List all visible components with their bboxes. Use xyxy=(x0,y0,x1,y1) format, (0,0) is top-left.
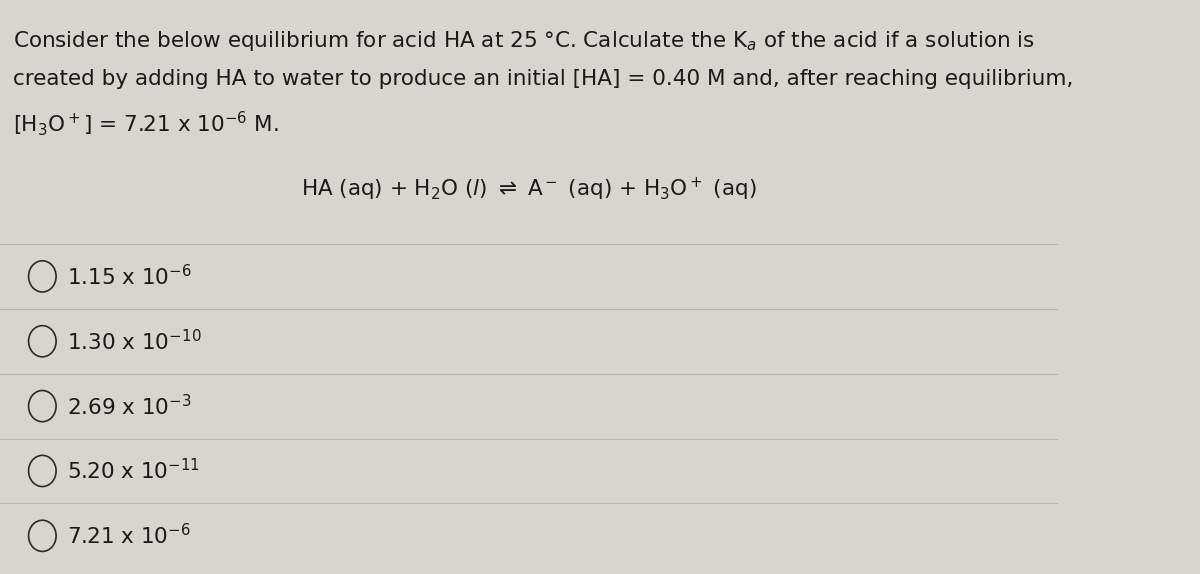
Text: 1.15 x 10$^{-6}$: 1.15 x 10$^{-6}$ xyxy=(67,264,192,289)
Text: [H$_3$O$^+$] = 7.21 x 10$^{-6}$ M.: [H$_3$O$^+$] = 7.21 x 10$^{-6}$ M. xyxy=(13,109,278,138)
Text: HA (aq) + H$_2$O ($l$) $\rightleftharpoons$ A$^-$ (aq) + H$_3$O$^+$ (aq): HA (aq) + H$_2$O ($l$) $\rightleftharpoo… xyxy=(301,176,757,203)
Text: created by adding HA to water to produce an initial [HA] = 0.40 M and, after rea: created by adding HA to water to produce… xyxy=(13,69,1073,89)
Text: Consider the below equilibrium for acid HA at 25 °C. Calculate the K$_a$ of the : Consider the below equilibrium for acid … xyxy=(13,29,1034,53)
Text: 7.21 x 10$^{-6}$: 7.21 x 10$^{-6}$ xyxy=(67,523,191,548)
Text: 5.20 x 10$^{-11}$: 5.20 x 10$^{-11}$ xyxy=(67,459,199,483)
Text: 1.30 x 10$^{-10}$: 1.30 x 10$^{-10}$ xyxy=(67,329,202,354)
Text: 2.69 x 10$^{-3}$: 2.69 x 10$^{-3}$ xyxy=(67,394,192,418)
